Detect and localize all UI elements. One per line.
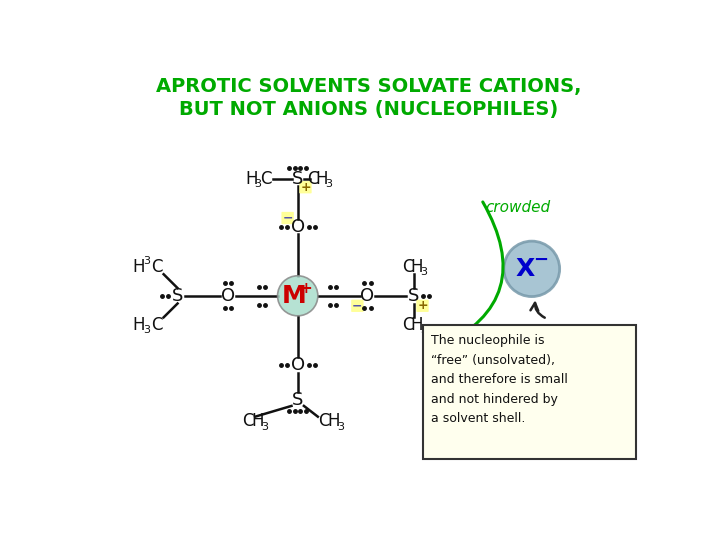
- Text: H: H: [411, 258, 423, 275]
- Text: S: S: [292, 391, 303, 409]
- Text: APROTIC SOLVENTS SOLVATE CATIONS,: APROTIC SOLVENTS SOLVATE CATIONS,: [156, 77, 582, 96]
- Text: H: H: [132, 258, 145, 275]
- Text: C: C: [151, 258, 163, 275]
- Text: C: C: [402, 258, 413, 275]
- Text: H: H: [245, 170, 258, 188]
- Text: H: H: [315, 170, 328, 188]
- Text: BUT NOT ANIONS (NUCLEOPHILES): BUT NOT ANIONS (NUCLEOPHILES): [179, 100, 559, 119]
- Text: H: H: [411, 316, 423, 334]
- Text: 3: 3: [143, 256, 150, 266]
- Text: C: C: [243, 413, 254, 430]
- Text: 3: 3: [325, 179, 332, 189]
- Text: C: C: [307, 170, 319, 188]
- Text: O: O: [291, 356, 305, 374]
- Text: 3: 3: [255, 179, 261, 189]
- FancyArrowPatch shape: [441, 202, 503, 347]
- Text: S: S: [172, 287, 184, 305]
- Text: H: H: [132, 316, 145, 334]
- Text: S: S: [408, 287, 420, 305]
- FancyBboxPatch shape: [423, 325, 636, 459]
- Text: +: +: [300, 281, 312, 295]
- Text: O: O: [221, 287, 235, 305]
- Text: X: X: [516, 257, 535, 281]
- Text: C: C: [402, 316, 413, 334]
- Text: S: S: [292, 170, 303, 188]
- Text: H: H: [327, 413, 340, 430]
- Text: 3: 3: [420, 267, 428, 277]
- Text: +: +: [300, 181, 311, 194]
- Ellipse shape: [504, 241, 559, 296]
- Text: +: +: [417, 299, 428, 312]
- Text: C: C: [318, 413, 330, 430]
- FancyBboxPatch shape: [351, 300, 364, 312]
- Text: −: −: [534, 251, 549, 268]
- Text: M: M: [282, 284, 307, 308]
- Ellipse shape: [277, 276, 318, 316]
- Text: The nucleophile is
“free” (unsolvated),
and therefore is small
and not hindered : The nucleophile is “free” (unsolvated), …: [431, 334, 568, 426]
- Text: H: H: [251, 413, 264, 430]
- Text: C: C: [151, 316, 163, 334]
- Text: C: C: [260, 170, 271, 188]
- Text: 3: 3: [261, 422, 268, 433]
- FancyArrowPatch shape: [531, 303, 545, 318]
- Text: crowded: crowded: [485, 200, 550, 215]
- FancyBboxPatch shape: [300, 181, 312, 193]
- Text: 3: 3: [337, 422, 344, 433]
- Text: 3: 3: [143, 326, 150, 335]
- Text: O: O: [291, 218, 305, 235]
- Text: −: −: [282, 212, 293, 225]
- Text: −: −: [352, 299, 363, 312]
- FancyBboxPatch shape: [282, 212, 294, 224]
- Text: 3: 3: [420, 326, 428, 335]
- FancyBboxPatch shape: [416, 300, 428, 312]
- Text: O: O: [361, 287, 374, 305]
